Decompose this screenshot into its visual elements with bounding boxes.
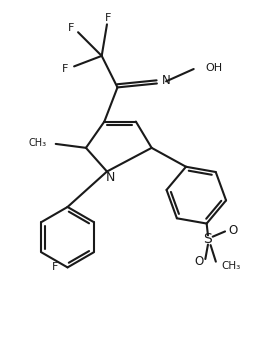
Text: F: F [52, 262, 58, 272]
Text: CH₃: CH₃ [29, 138, 47, 147]
Text: N: N [106, 171, 116, 184]
Text: CH₃: CH₃ [221, 261, 240, 271]
Text: S: S [204, 232, 212, 246]
Text: O: O [194, 255, 203, 268]
Text: F: F [105, 13, 111, 23]
Text: O: O [229, 224, 238, 237]
Text: F: F [68, 23, 75, 33]
Text: N: N [162, 74, 171, 87]
Text: OH: OH [206, 63, 223, 73]
Text: F: F [62, 64, 68, 74]
